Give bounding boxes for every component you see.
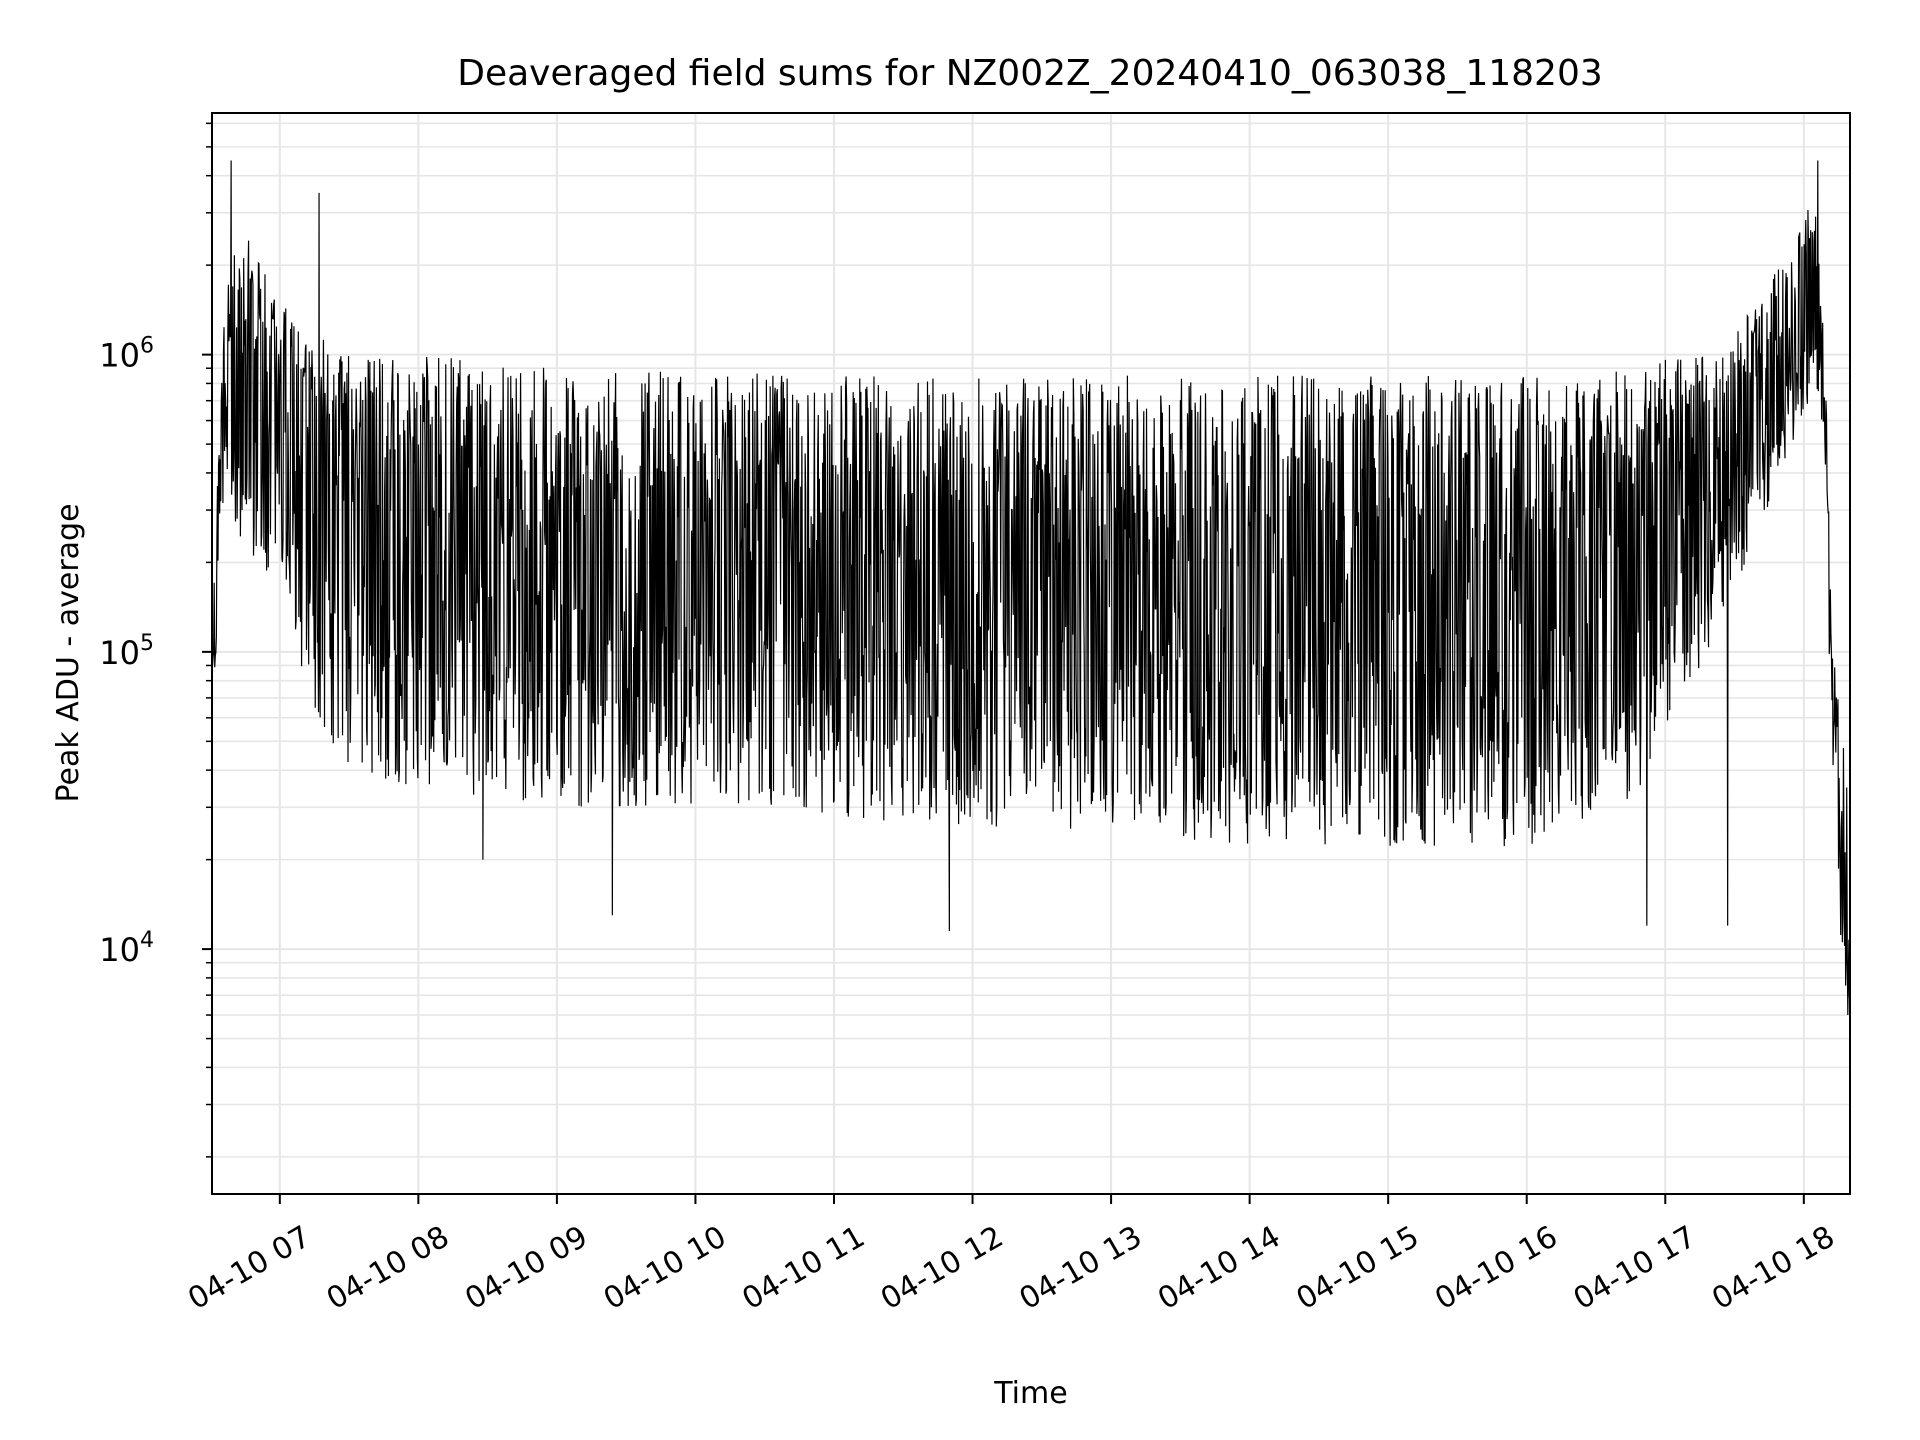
y-axis-label: Peak ADU - average: [51, 503, 86, 802]
y-tick-label: 105: [99, 631, 154, 672]
plot-frame: [211, 112, 1851, 1195]
chart-title: Deaveraged field sums for NZ002Z_2024041…: [457, 53, 1603, 94]
y-tick-label: 104: [99, 928, 154, 969]
y-axis-ticks: 104 105 106: [99, 122, 212, 1158]
x-axis-label: Time: [993, 1376, 1067, 1411]
data-series: [211, 160, 1851, 1016]
data-line: [211, 160, 1851, 1016]
y-tick-label: 106: [99, 334, 154, 375]
